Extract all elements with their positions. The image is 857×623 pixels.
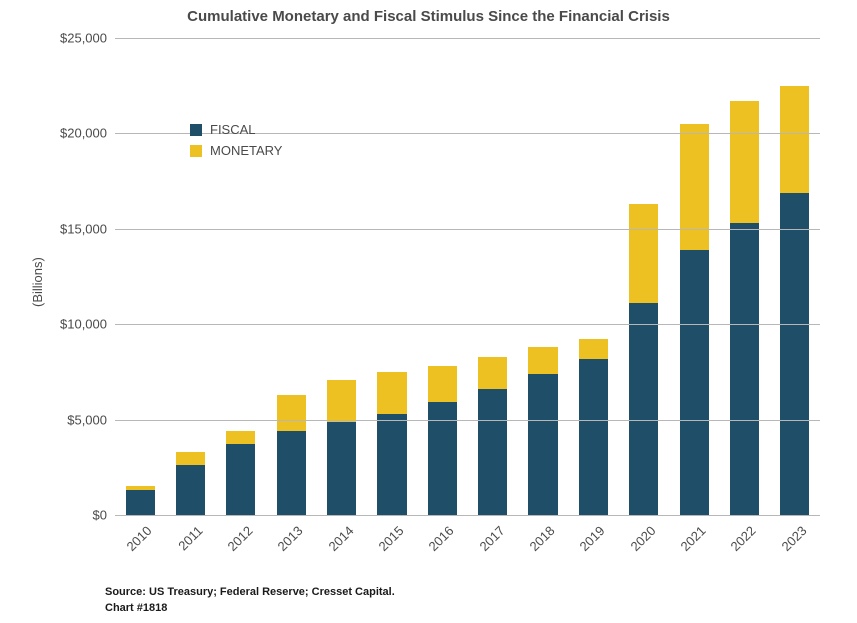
bar-group (226, 38, 255, 515)
bar-segment-fiscal (277, 431, 306, 515)
bar-segment-monetary (226, 431, 255, 444)
bar-group (277, 38, 306, 515)
bar-segment-monetary (377, 372, 406, 414)
bar-segment-monetary (680, 124, 709, 250)
bar-segment-monetary (478, 357, 507, 389)
bar-segment-fiscal (629, 303, 658, 515)
x-tick-label: 2017 (476, 523, 507, 554)
x-tick-label: 2016 (426, 523, 457, 554)
bar-group (629, 38, 658, 515)
bar-group (428, 38, 457, 515)
bar-segment-fiscal (377, 414, 406, 515)
bar-group (528, 38, 557, 515)
x-tick-label: 2018 (527, 523, 558, 554)
bar-segment-monetary (176, 452, 205, 465)
x-tick-label: 2023 (778, 523, 809, 554)
bar-segment-fiscal (478, 389, 507, 515)
bar-group (730, 38, 759, 515)
x-tick-label: 2020 (627, 523, 658, 554)
legend-item: FISCAL (190, 122, 282, 137)
bar-segment-fiscal (780, 193, 809, 515)
bar-group (327, 38, 356, 515)
bar-segment-monetary (780, 86, 809, 193)
bar-segment-fiscal (680, 250, 709, 515)
y-tick-label: $0 (93, 508, 115, 523)
bar-segment-fiscal (327, 422, 356, 515)
gridline (115, 38, 820, 39)
y-tick-label: $15,000 (60, 221, 115, 236)
bar-segment-monetary (528, 347, 557, 374)
chart-container: Cumulative Monetary and Fiscal Stimulus … (0, 0, 857, 623)
y-tick-label: $20,000 (60, 126, 115, 141)
bar-segment-fiscal (528, 374, 557, 515)
x-tick-label: 2013 (275, 523, 306, 554)
legend-swatch (190, 124, 202, 136)
bar-segment-monetary (126, 486, 155, 490)
x-tick-label: 2022 (728, 523, 759, 554)
bar-segment-fiscal (176, 465, 205, 515)
legend: FISCAL MONETARY (190, 122, 282, 164)
footnote: Source: US Treasury; Federal Reserve; Cr… (105, 586, 395, 598)
footnote: Chart #1818 (105, 602, 167, 614)
bar-segment-monetary (428, 366, 457, 402)
gridline (115, 420, 820, 421)
bar-segment-monetary (579, 339, 608, 358)
y-tick-label: $5,000 (67, 412, 115, 427)
x-tick-label: 2019 (577, 523, 608, 554)
bar-segment-monetary (730, 101, 759, 223)
x-tick-label: 2010 (124, 523, 155, 554)
x-tick-label: 2011 (175, 523, 205, 553)
y-axis-label: (Billions) (30, 257, 45, 307)
bar-segment-monetary (277, 395, 306, 431)
bar-group (126, 38, 155, 515)
legend-item: MONETARY (190, 143, 282, 158)
legend-swatch (190, 145, 202, 157)
legend-label: MONETARY (210, 143, 282, 158)
bar-segment-fiscal (579, 359, 608, 515)
bar-group (780, 38, 809, 515)
x-tick-label: 2021 (678, 523, 709, 554)
bar-group (377, 38, 406, 515)
bar-segment-monetary (327, 380, 356, 422)
x-tick-label: 2012 (224, 523, 255, 554)
bar-segment-fiscal (126, 490, 155, 515)
plot-area: $0$5,000$10,000$15,000$20,000$25,000 (115, 38, 820, 515)
gridline (115, 324, 820, 325)
bar-group (478, 38, 507, 515)
x-tick-label: 2014 (325, 523, 356, 554)
gridline (115, 515, 820, 516)
legend-label: FISCAL (210, 122, 256, 137)
bar-segment-fiscal (730, 223, 759, 515)
x-tick-label: 2015 (376, 523, 407, 554)
y-tick-label: $25,000 (60, 31, 115, 46)
chart-title: Cumulative Monetary and Fiscal Stimulus … (0, 8, 857, 25)
bar-segment-fiscal (226, 444, 255, 515)
bar-segment-monetary (629, 204, 658, 303)
bars-layer (115, 38, 820, 515)
bar-group (176, 38, 205, 515)
bar-group (579, 38, 608, 515)
gridline (115, 229, 820, 230)
y-tick-label: $10,000 (60, 317, 115, 332)
bar-group (680, 38, 709, 515)
